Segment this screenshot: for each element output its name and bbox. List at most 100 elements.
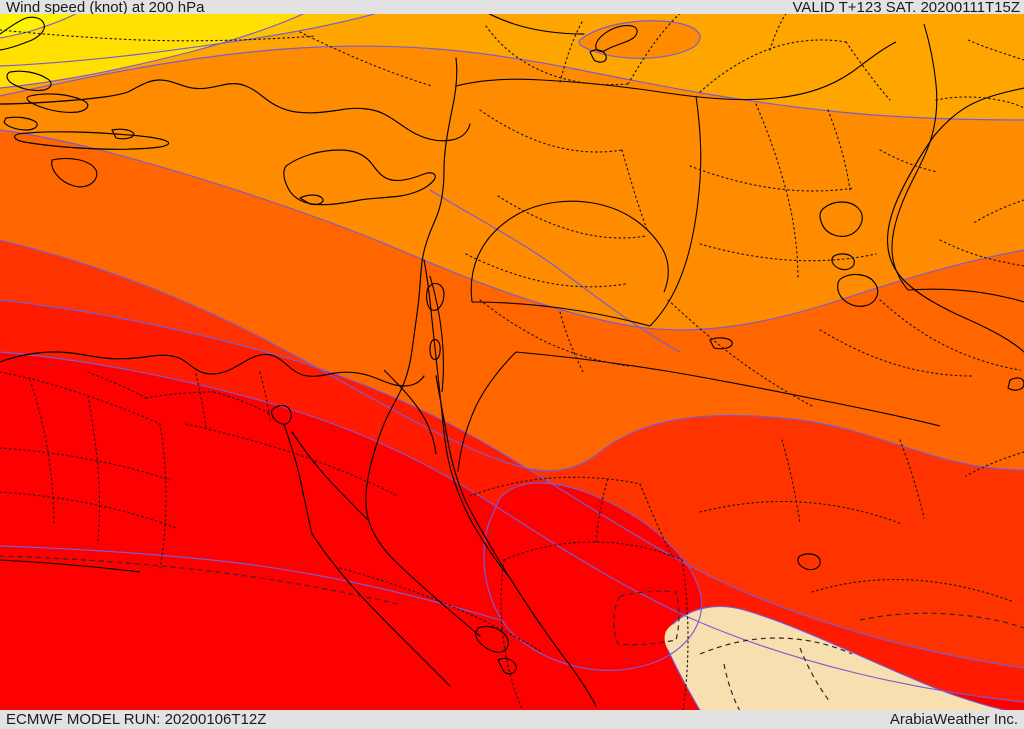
coastline-nile [283,423,313,535]
province-border [595,477,609,543]
coastline-island [831,253,855,271]
border-iran-south [907,288,1024,303]
province-border [879,149,939,173]
coastline-turkey-south [0,79,471,142]
province-border [479,109,623,153]
province-border [0,491,177,529]
province-border [879,299,1021,371]
coastline-island [51,157,98,188]
coastline-gulf-aqaba [435,375,467,503]
province-border [971,199,1024,225]
coastline-aegean [0,16,45,51]
province-border [559,311,585,375]
contour-line [0,351,1024,703]
province-border [497,195,647,239]
province-border [259,371,271,421]
coastline-levant [383,57,458,425]
border-egypt-israel [383,369,437,455]
contour-line [0,45,1024,121]
border-dashed-region [859,612,1024,629]
province-border [967,39,1024,61]
contour-line [0,129,1024,331]
coastline-sinai-east [423,259,511,579]
province-border [939,239,1024,267]
border-syria-jordan [471,301,651,327]
province-border [781,439,801,525]
border-dashed-region [0,555,399,605]
province-border [469,476,641,497]
map-footer-bar: ECMWF MODEL RUN: 20200106T12Z ArabiaWeat… [0,710,1024,729]
coastline-lake-detail [589,49,607,63]
band-fill-40 [664,606,1024,729]
contour-line [429,189,681,353]
province-border [485,25,629,86]
coastline-red-sea-west [311,533,451,687]
coastline-island [837,273,879,307]
province-border [965,451,1024,477]
province-border [681,559,689,717]
border-syria-iraq [649,95,702,327]
province-border [213,391,275,417]
province-border [159,423,167,569]
coastline-island [3,116,38,131]
province-border [621,149,649,233]
contour-line [0,545,501,621]
model-run-label: ECMWF MODEL RUN: 20200106T12Z [6,711,267,728]
coastline-island [819,201,863,237]
coastline-persian-gulf [886,135,1024,353]
province-border [689,165,855,192]
border-jordan-saudi [515,351,941,427]
province-border [465,253,627,288]
province-border [87,371,147,399]
province-border [819,329,973,377]
province-border [185,423,399,497]
coastline-nile-delta [271,404,292,425]
province-border [755,103,799,281]
coastline-dead-sea [426,282,445,311]
province-border [87,395,101,543]
province-border [559,21,583,83]
border-iraq-iran [891,23,938,291]
coastline-red-sea-detail [475,625,509,653]
coastline-qatar [797,553,821,571]
coastline-lake [429,339,441,361]
band-fill-50-core [483,482,702,671]
border-jordan-west [457,351,517,473]
coastline-crete [14,131,170,150]
page-title: Wind speed (knot) at 200 hPa [6,0,205,14]
coastline-island [111,128,135,140]
contour-line [0,299,1024,669]
border-turkey-syria [455,41,897,101]
coastline-red-sea-detail [497,657,517,675]
province-border [0,447,171,481]
province-border [935,96,1024,109]
coastline-cyprus [283,149,436,206]
border-dashed-uae-inner [799,647,831,703]
provider-label: ArabiaWeather Inc. [889,711,1018,728]
province-border [699,39,847,93]
province-border [0,29,317,42]
contour-line-closed [578,20,701,59]
contour-line [0,0,421,67]
coastline-island [26,93,89,113]
province-border [195,373,207,429]
coastline-red-sea-east [465,501,597,707]
coastline-persian-gulf-north [933,87,1024,137]
coastline-cyprus-detail [299,194,324,206]
province-border [699,500,903,525]
border-dashed-gulf [613,590,680,646]
province-border [639,483,673,557]
province-border [845,41,891,101]
province-border [299,31,433,87]
coastline-egypt-north [0,351,425,387]
border-syria-south [470,200,669,303]
province-border [769,0,797,51]
province-border [503,541,683,561]
province-border [145,391,215,399]
coastline-sinai-west [365,423,481,637]
border-dashed-uae-inner [723,663,745,719]
band-fill-130 [0,0,330,88]
